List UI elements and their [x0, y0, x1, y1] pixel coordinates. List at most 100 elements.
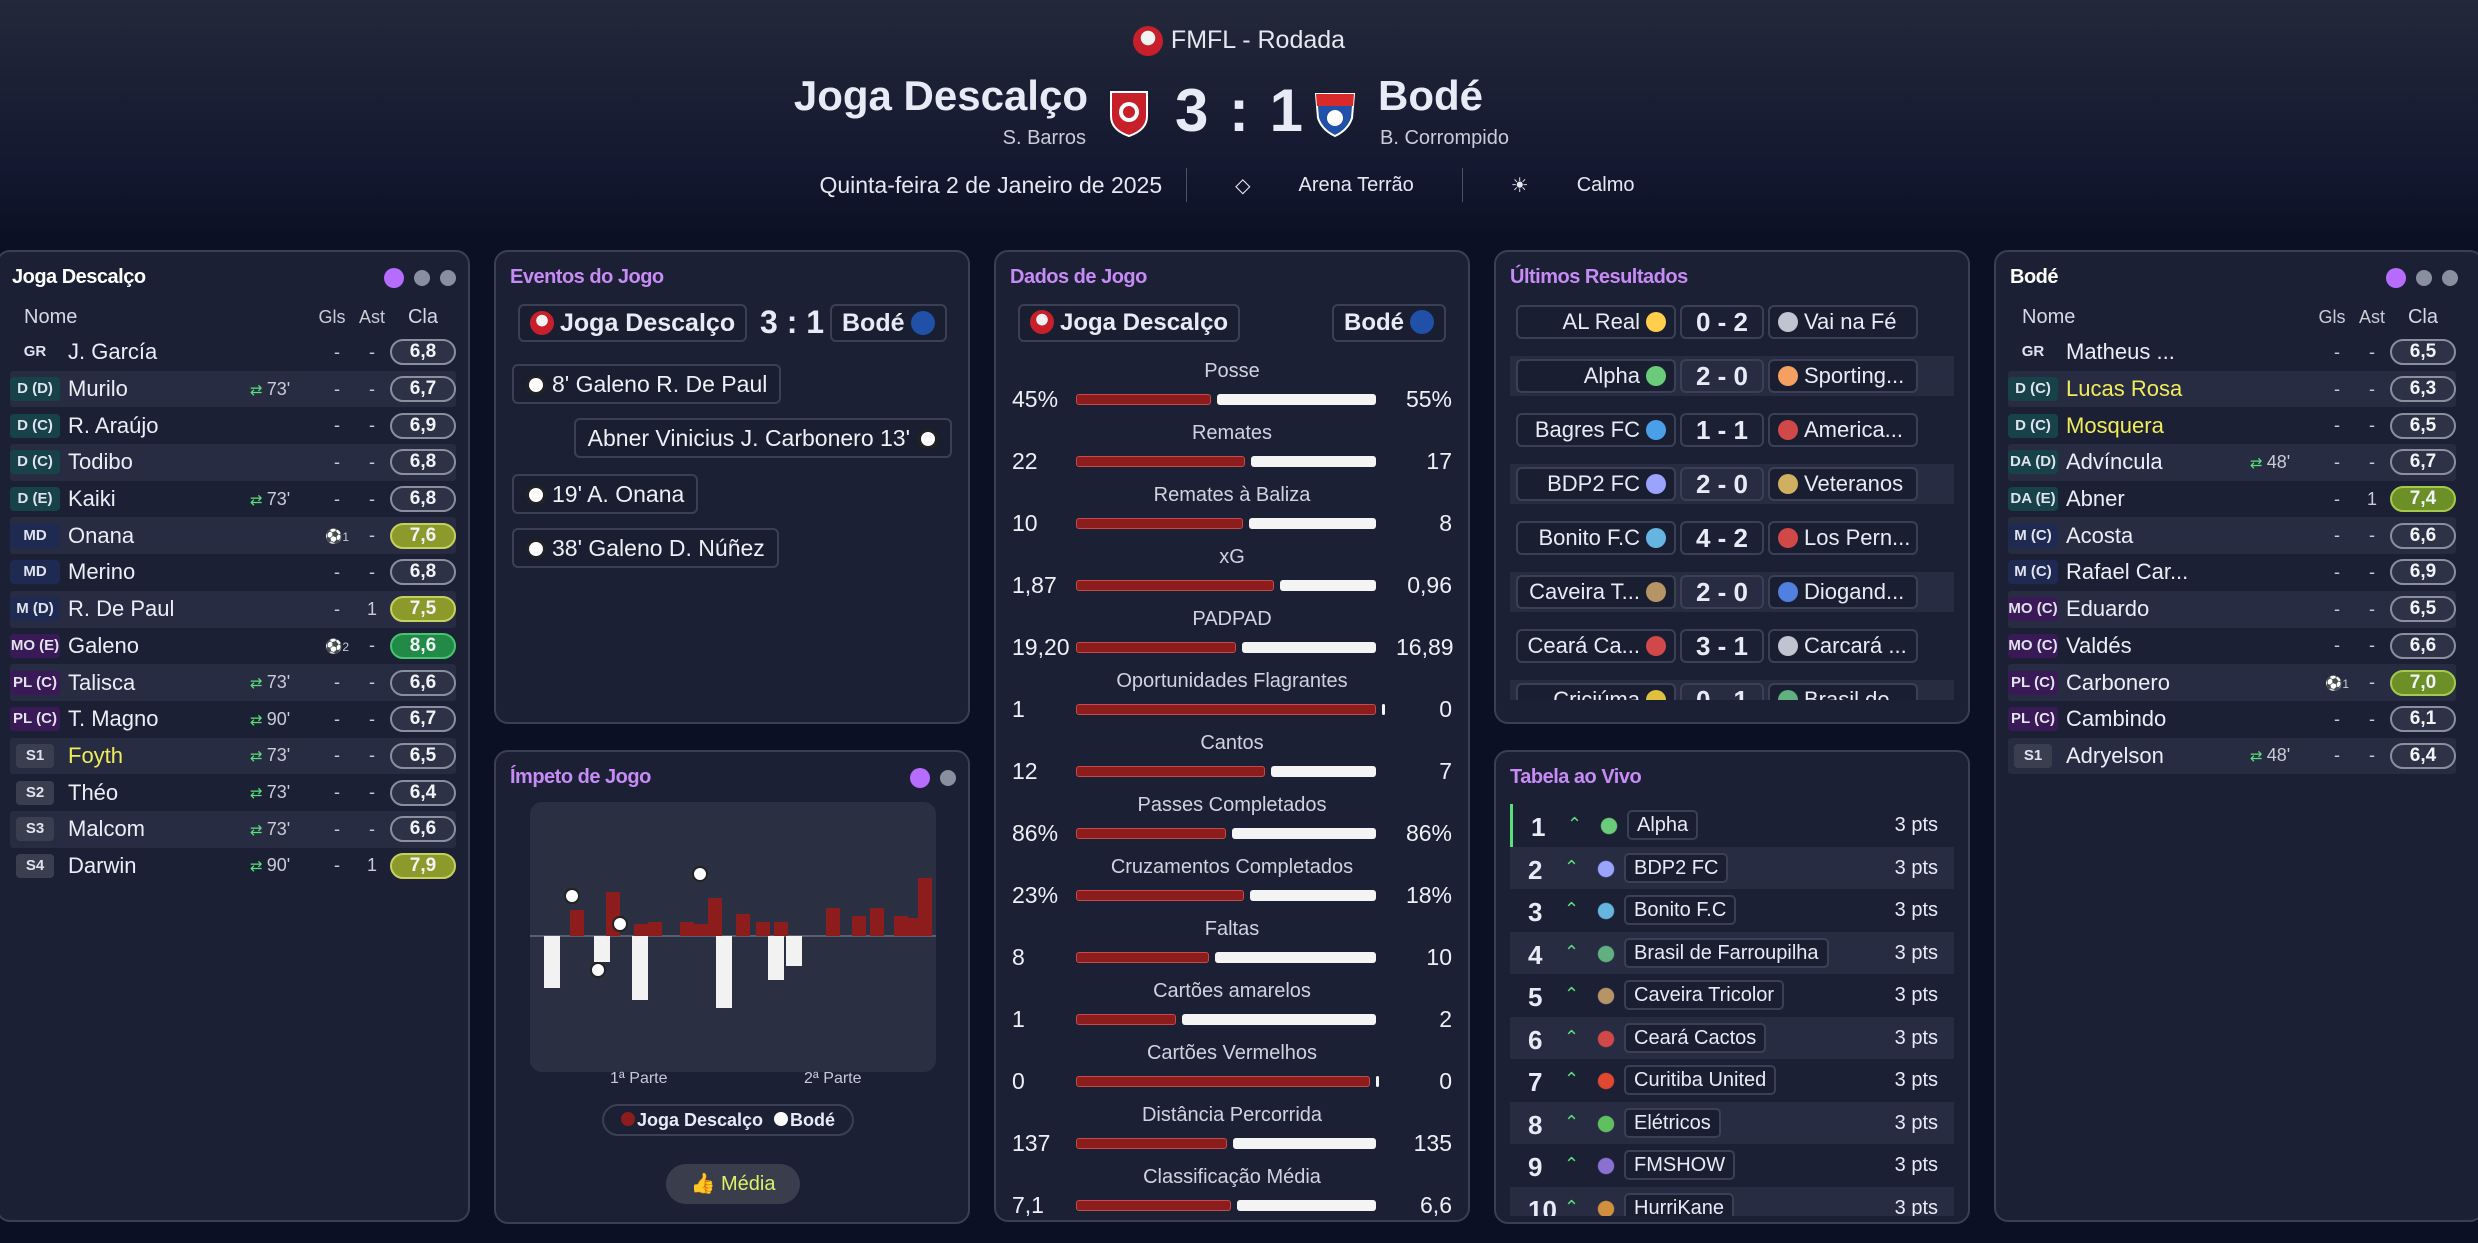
result-away[interactable]: Sporting...	[1768, 359, 1918, 393]
rating-badge[interactable]: 6,9	[2390, 559, 2456, 586]
rating-badge[interactable]: 6,5	[2390, 339, 2456, 366]
player-row[interactable]: DA (E) Abner - 1 7,4	[2008, 481, 2456, 518]
rating-badge[interactable]: 6,6	[390, 669, 456, 696]
result-home[interactable]: Ceará Ca...	[1516, 629, 1676, 663]
rating-badge[interactable]: 7,0	[2390, 669, 2456, 696]
table-team-name[interactable]: Ceará Cactos	[1624, 1022, 1767, 1053]
rating-badge[interactable]: 6,6	[2390, 522, 2456, 549]
table-team-name[interactable]: Elétricos	[1624, 1107, 1721, 1138]
result-home[interactable]: AL Real	[1516, 305, 1676, 339]
player-name[interactable]: Acosta	[2066, 522, 2134, 548]
result-row[interactable]: Bagres FC 1 - 1 America...	[1510, 410, 1954, 450]
player-row[interactable]: MO (C) Valdés - -6,6	[2008, 628, 2456, 665]
player-row[interactable]: D (C) Todibo - -6,8	[10, 444, 456, 481]
player-row[interactable]: PL (C) Talisca ⇄ 73' - -6,6	[10, 664, 456, 701]
rating-badge[interactable]: 7,5	[390, 596, 456, 623]
rating-badge[interactable]: 6,5	[2390, 596, 2456, 623]
player-name[interactable]: Mosquera	[2066, 412, 2164, 438]
player-row[interactable]: D (E) Kaiki ⇄ 73' - -6,8	[10, 481, 456, 518]
goal-event[interactable]: 8' Galeno R. De Paul	[512, 364, 782, 404]
player-row[interactable]: PL (C) Carbonero ⚽1-7,0	[2008, 664, 2456, 701]
result-home[interactable]: Bonito F.C	[1516, 521, 1676, 555]
result-row[interactable]: Bonito F.C 4 - 2 Los Pern...	[1510, 518, 1954, 558]
table-row[interactable]: 7 ⌃ Curitiba United 3 pts	[1510, 1059, 1954, 1102]
player-name[interactable]: Murilo	[68, 376, 128, 402]
rating-badge[interactable]: 7,6	[390, 522, 456, 549]
goal-event[interactable]: Abner Vinicius J. Carbonero 13'	[573, 418, 952, 458]
col-assists[interactable]: Ast	[358, 306, 385, 327]
player-row[interactable]: M (D) R. De Paul - 1 7,5	[10, 590, 456, 628]
player-row[interactable]: PL (C) T. Magno ⇄ 90' - -6,7	[10, 701, 456, 738]
player-row[interactable]: D (D) Murilo ⇄ 73' - -6,7	[10, 370, 456, 408]
result-row[interactable]: Criciúma 0 - 1 Brasil de	[1510, 680, 1954, 700]
player-name[interactable]: Malcom	[68, 816, 146, 842]
player-row[interactable]: D (C) Mosquera - -6,5	[2008, 407, 2456, 444]
average-button[interactable]: 👍 Média	[666, 1164, 800, 1204]
result-row[interactable]: AL Real 0 - 2 Vai na Fé	[1510, 302, 1954, 342]
player-name[interactable]: R. De Paul	[68, 596, 175, 622]
table-row[interactable]: 8 ⌃ Elétricos 3 pts	[1510, 1101, 1954, 1144]
table-team-name[interactable]: Bonito F.C	[1624, 895, 1737, 925]
player-name[interactable]: Théo	[68, 779, 119, 805]
player-row[interactable]: D (C) Lucas Rosa - -6,3	[2008, 370, 2456, 408]
player-row[interactable]: S2 Théo ⇄ 73' - -6,4	[10, 774, 456, 811]
rating-badge[interactable]: 6,7	[390, 376, 456, 403]
player-row[interactable]: MO (E) Galeno ⚽2-8,6	[10, 628, 456, 665]
result-away[interactable]: Carcará ...	[1768, 629, 1918, 663]
player-name[interactable]: Merino	[68, 559, 136, 585]
player-name[interactable]: Cambindo	[2066, 706, 2167, 732]
player-name[interactable]: Kaiki	[68, 486, 116, 512]
pager-dot[interactable]	[940, 770, 956, 786]
result-away[interactable]: Los Pern...	[1768, 521, 1918, 555]
player-name[interactable]: Talisca	[68, 669, 136, 695]
player-row[interactable]: S4 Darwin ⇄ 90' -1 7,9	[10, 848, 456, 885]
rating-badge[interactable]: 7,4	[2390, 486, 2456, 513]
player-row[interactable]: MO (C) Eduardo - -6,5	[2008, 590, 2456, 628]
result-away[interactable]: Diogand...	[1768, 575, 1918, 609]
result-row[interactable]: Ceará Ca... 3 - 1 Carcará ...	[1510, 626, 1954, 666]
stadium[interactable]: ◇ Arena Terrão	[1187, 173, 1462, 198]
player-name[interactable]: T. Magno	[68, 706, 159, 732]
player-name[interactable]: Todibo	[68, 449, 133, 475]
rating-badge[interactable]: 6,4	[2390, 742, 2456, 769]
table-row[interactable]: 1 ⌃ Alpha 3 pts	[1510, 804, 1954, 847]
table-row[interactable]: 5 ⌃ Caveira Tricolor 3 pts	[1510, 974, 1954, 1017]
goal-event[interactable]: 19' A. Onana	[512, 474, 699, 514]
rating-badge[interactable]: 6,5	[2390, 412, 2456, 439]
home-manager[interactable]: S. Barros	[1002, 127, 1086, 149]
rating-badge[interactable]: 6,8	[390, 339, 456, 366]
rating-badge[interactable]: 6,3	[2390, 376, 2456, 403]
table-team-name[interactable]: Alpha	[1627, 810, 1699, 840]
table-team-name[interactable]: BDP2 FC	[1624, 852, 1729, 883]
player-name[interactable]: Carbonero	[2066, 669, 2170, 695]
rating-badge[interactable]: 8,6	[390, 632, 456, 659]
player-name[interactable]: Lucas Rosa	[2066, 376, 2183, 402]
player-name[interactable]: Onana	[68, 522, 135, 548]
player-row[interactable]: S1 Foyth ⇄ 73' - -6,5	[10, 737, 456, 775]
player-name[interactable]: Advíncula	[2066, 449, 2163, 475]
player-name[interactable]: Eduardo	[2066, 596, 2150, 622]
result-home[interactable]: Criciúma	[1516, 683, 1676, 700]
player-name[interactable]: R. Araújo	[68, 412, 159, 438]
player-name[interactable]: Darwin	[68, 852, 137, 878]
rating-badge[interactable]: 6,9	[390, 412, 456, 439]
col-goals[interactable]: Gls	[318, 306, 346, 327]
table-team-name[interactable]: Curitiba United	[1624, 1065, 1777, 1095]
result-home[interactable]: Alpha	[1516, 359, 1676, 393]
table-team-name[interactable]: FMSHOW	[1624, 1150, 1736, 1180]
player-name[interactable]: Adryelson	[2066, 742, 2164, 768]
pager-dot[interactable]	[2416, 270, 2432, 286]
pager-dot[interactable]	[440, 270, 456, 286]
rating-badge[interactable]: 6,8	[390, 486, 456, 513]
player-row[interactable]: M (C) Acosta - -6,6	[2008, 517, 2456, 555]
table-row[interactable]: 2 ⌃ BDP2 FC 3 pts	[1510, 846, 1954, 889]
table-team-name[interactable]: Caveira Tricolor	[1624, 980, 1785, 1010]
result-away[interactable]: Vai na Fé	[1768, 305, 1918, 339]
player-row[interactable]: D (C) R. Araújo - -6,9	[10, 407, 456, 444]
player-row[interactable]: PL (C) Cambindo - -6,1	[2008, 701, 2456, 738]
player-row[interactable]: S3 Malcom ⇄ 73' - -6,6	[10, 810, 456, 848]
pager-dot[interactable]	[910, 768, 930, 788]
rating-badge[interactable]: 6,7	[390, 706, 456, 733]
player-row[interactable]: MD Onana ⚽1-7,6	[10, 517, 456, 555]
pager-dot[interactable]	[2442, 270, 2458, 286]
